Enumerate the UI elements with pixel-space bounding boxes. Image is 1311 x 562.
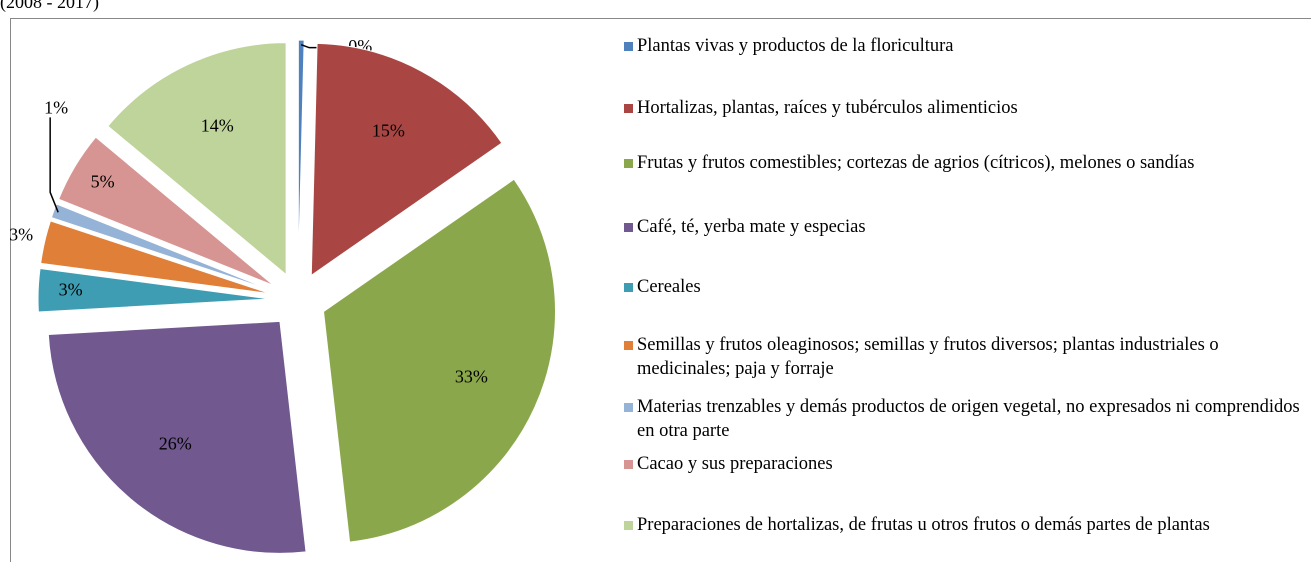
pie-slice (37, 267, 271, 313)
legend-swatch (624, 42, 633, 51)
data-label: 15% (372, 121, 405, 141)
leader-line (49, 117, 59, 213)
legend-label: Preparaciones de hortalizas, de frutas u… (637, 515, 1210, 535)
pie-slice (297, 39, 305, 273)
pie-slice (310, 42, 503, 277)
pie-slice (40, 220, 271, 295)
pie-slice (58, 136, 275, 287)
legend-label: Frutas y frutos comestibles; cortezas de… (637, 153, 1195, 173)
legend-label: Cereales (637, 277, 701, 297)
data-label: 14% (201, 116, 234, 136)
data-label: 1% (44, 97, 68, 117)
pie-slice (47, 320, 307, 554)
pie-slice (322, 178, 556, 543)
legend-label: Hortalizas, plantas, raíces y tubérculos… (637, 98, 1018, 118)
legend-swatch (624, 223, 633, 232)
data-label: 3% (59, 280, 83, 300)
legend-swatch (624, 283, 633, 292)
pie-slice (107, 42, 287, 276)
data-label: 3% (9, 225, 33, 245)
legend-item: Café, té, yerba mate y especias (624, 215, 1303, 239)
legend-label: Café, té, yerba mate y especias (637, 217, 866, 237)
legend-swatch (624, 521, 633, 530)
data-label: 33% (455, 367, 488, 387)
legend-item: Plantas vivas y productos de la floricul… (624, 34, 1303, 58)
legend-item: Hortalizas, plantas, raíces y tubérculos… (624, 96, 1303, 120)
data-label: 5% (91, 172, 115, 192)
legend-swatch (624, 460, 633, 469)
legend-item: Frutas y frutos comestibles; cortezas de… (624, 151, 1303, 175)
chart-subtitle: (2008 - 2017) (0, 0, 99, 13)
data-label: 26% (159, 434, 192, 454)
legend-item: Preparaciones de hortalizas, de frutas u… (624, 513, 1303, 537)
legend-label: Materias trenzables y demás productos de… (637, 397, 1300, 441)
legend-item: Materias trenzables y demás productos de… (624, 395, 1303, 443)
legend-swatch (624, 403, 633, 412)
legend-label: Semillas y frutos oleaginosos; semillas … (637, 335, 1219, 379)
legend-item: Semillas y frutos oleaginosos; semillas … (624, 333, 1303, 381)
legend-item: Cereales (624, 275, 1303, 299)
legend-item: Cacao y sus preparaciones (624, 452, 1303, 476)
legend-swatch (624, 104, 633, 113)
legend-label: Cacao y sus preparaciones (637, 454, 833, 474)
chart-frame (10, 18, 1311, 562)
legend-label: Plantas vivas y productos de la floricul… (637, 36, 954, 56)
legend-swatch (624, 341, 633, 350)
legend-swatch (624, 159, 633, 168)
pie-slice (50, 203, 272, 291)
